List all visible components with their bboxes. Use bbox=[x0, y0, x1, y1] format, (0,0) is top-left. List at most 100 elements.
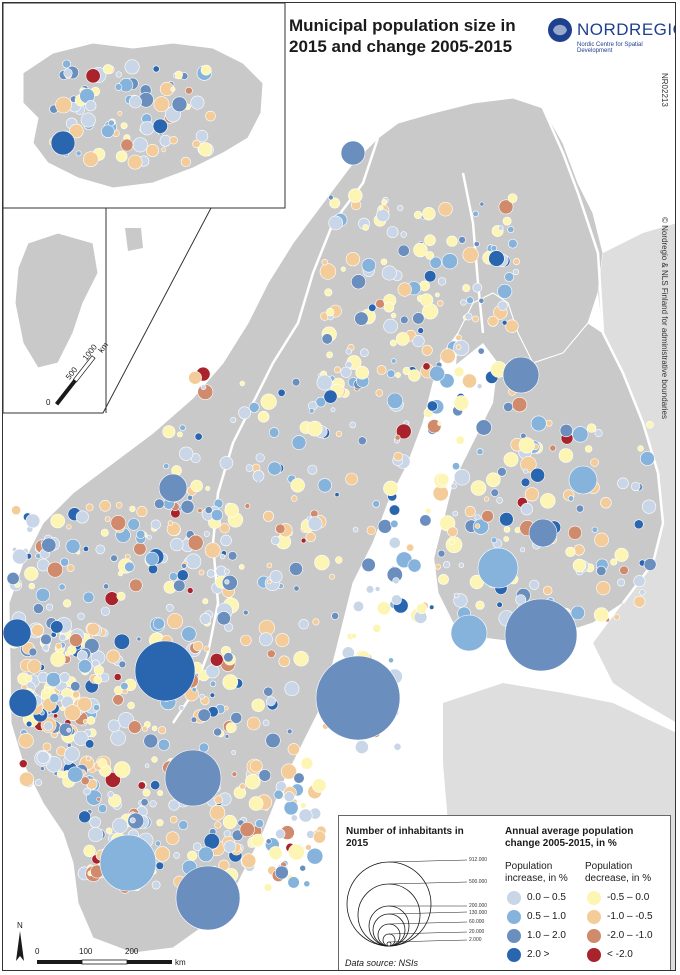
municipality-circle bbox=[266, 579, 272, 585]
municipality-circle bbox=[28, 647, 38, 657]
municipality-circle bbox=[376, 601, 391, 616]
municipality-circle bbox=[209, 692, 216, 698]
municipality-circle bbox=[600, 497, 612, 509]
municipality-circle bbox=[73, 730, 89, 746]
municipality-circle bbox=[305, 844, 312, 851]
municipality-circle bbox=[397, 282, 412, 297]
sweden-norway-border bbox=[171, 137, 380, 724]
municipality-circle bbox=[248, 796, 264, 811]
municipality-circle bbox=[476, 448, 484, 456]
municipality-circle bbox=[185, 553, 202, 570]
municipality-circle bbox=[447, 526, 458, 538]
municipality-circle bbox=[88, 826, 104, 842]
municipality-circle bbox=[549, 444, 557, 452]
population-circles bbox=[3, 59, 657, 931]
municipality-circle bbox=[105, 827, 113, 835]
municipality-circle bbox=[101, 124, 115, 138]
municipality-circle bbox=[283, 791, 295, 803]
municipality-circle bbox=[503, 401, 514, 412]
municipality-circle bbox=[412, 312, 425, 325]
municipality-circle bbox=[50, 620, 64, 634]
municipality-circle bbox=[496, 497, 503, 504]
municipality-circle bbox=[524, 487, 540, 502]
municipality-circle bbox=[497, 283, 513, 299]
municipality-circle bbox=[614, 547, 629, 562]
municipality-circle bbox=[266, 649, 276, 659]
municipality-circle bbox=[307, 516, 323, 531]
municipality-circle bbox=[434, 563, 441, 570]
municipality-circle bbox=[40, 633, 52, 646]
municipality-circle bbox=[351, 633, 357, 639]
municipality-circle bbox=[307, 464, 318, 475]
municipality-circle bbox=[105, 772, 121, 788]
legend-increase-swatch bbox=[507, 891, 521, 905]
municipality-circle bbox=[316, 374, 333, 391]
municipality-circle bbox=[195, 129, 209, 143]
municipality-circle bbox=[67, 766, 84, 783]
municipality-circle bbox=[124, 59, 140, 75]
municipality-circle bbox=[197, 507, 203, 513]
municipality-circle bbox=[507, 238, 518, 249]
municipality-circle bbox=[499, 512, 514, 527]
municipality-circle bbox=[180, 499, 195, 514]
municipality-circle bbox=[619, 565, 629, 575]
municipality-circle bbox=[93, 704, 101, 712]
municipality-circle bbox=[462, 284, 471, 293]
municipality-circle bbox=[345, 348, 352, 355]
municipality-circle bbox=[559, 423, 573, 438]
municipality-circle bbox=[72, 690, 80, 699]
municipality-circle bbox=[69, 633, 83, 647]
municipality-circle bbox=[325, 308, 335, 317]
municipality-circle bbox=[481, 510, 494, 523]
municipality-circle bbox=[479, 201, 485, 207]
municipality-circle bbox=[394, 434, 401, 441]
municipality-circle bbox=[85, 100, 97, 112]
logo-tagline: Nordic Centre for Spatial Development bbox=[577, 42, 643, 54]
municipality-circle bbox=[393, 742, 402, 751]
municipality-circle bbox=[352, 600, 364, 612]
municipality-circle bbox=[209, 804, 226, 821]
municipality-circle bbox=[117, 570, 124, 577]
municipality-circle bbox=[136, 529, 146, 540]
municipality-circle bbox=[503, 536, 510, 542]
municipality-circle bbox=[167, 520, 174, 526]
municipality-circle bbox=[89, 816, 101, 828]
municipality-circle bbox=[96, 796, 101, 802]
municipality-circle bbox=[178, 820, 189, 830]
municipality-circle bbox=[472, 315, 479, 323]
municipality-circle bbox=[299, 864, 307, 872]
municipality-circle bbox=[157, 738, 170, 751]
municipality-circle bbox=[383, 318, 398, 334]
municipality-circle bbox=[376, 365, 387, 375]
municipality-circle bbox=[407, 558, 422, 573]
municipality-circle bbox=[49, 693, 60, 703]
municipality-circle bbox=[277, 388, 286, 397]
municipality-circle bbox=[129, 505, 136, 513]
municipality-circle bbox=[150, 519, 161, 530]
logo-wordmark: NORDREGIO bbox=[577, 20, 676, 39]
municipality-circle bbox=[523, 468, 529, 474]
municipality-circle bbox=[512, 258, 520, 266]
municipality-circle bbox=[100, 606, 110, 616]
municipality-circle bbox=[140, 798, 149, 807]
municipality-circle bbox=[308, 407, 315, 414]
municipality-circle bbox=[98, 804, 108, 814]
municipality-circle bbox=[45, 671, 61, 687]
municipality-circle bbox=[289, 562, 303, 576]
municipality-circle bbox=[209, 680, 217, 687]
russia-land bbox=[593, 223, 675, 722]
municipality-circle bbox=[127, 812, 145, 830]
municipality-circle bbox=[86, 622, 100, 636]
municipality-circle bbox=[303, 880, 311, 888]
municipality-circle bbox=[181, 626, 197, 642]
legend-size-title: Number of inhabitants in 2015 bbox=[346, 826, 464, 849]
municipality-circle bbox=[251, 698, 265, 712]
municipality-circle bbox=[496, 601, 503, 608]
municipality-circle bbox=[267, 461, 282, 476]
municipality-circle bbox=[128, 720, 142, 734]
municipality-circle bbox=[134, 640, 196, 702]
municipality-circle bbox=[450, 614, 488, 652]
municipality-circle bbox=[133, 542, 147, 556]
municipality-circle bbox=[171, 96, 188, 113]
municipality-circle bbox=[205, 664, 220, 679]
